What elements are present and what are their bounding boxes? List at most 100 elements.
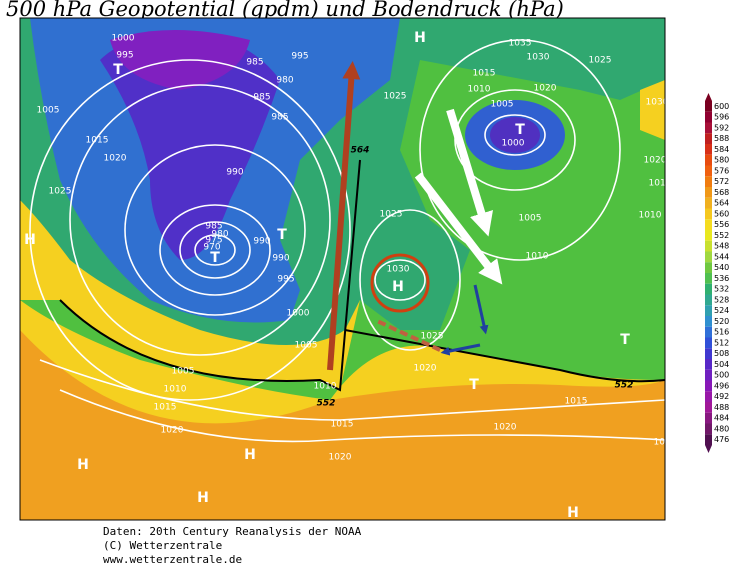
- colorbar-cell: [705, 240, 712, 252]
- isobar-label: 995: [116, 51, 133, 61]
- isobar-label: 995: [291, 52, 308, 62]
- isobar-label: 1000: [502, 139, 525, 149]
- colorbar-label: 512: [714, 338, 729, 347]
- pressure-center: T: [469, 377, 479, 393]
- colorbar-cell: [705, 133, 712, 144]
- colorbar-cell: [705, 176, 712, 187]
- colorbar-label: 528: [714, 295, 729, 304]
- colorbar: 6005965925885845805765725685645605565525…: [705, 93, 729, 453]
- colorbar-label: 600: [714, 102, 729, 111]
- pressure-center: T: [113, 62, 123, 78]
- colorbar-label: 536: [714, 274, 729, 283]
- colorbar-label: 568: [714, 188, 729, 197]
- colorbar-cell: [705, 369, 712, 381]
- isobar-label: 990: [272, 254, 289, 264]
- colorbar-label: 544: [714, 252, 729, 261]
- isobar-label: 1015: [331, 420, 354, 430]
- isobar-label: 1010: [164, 385, 187, 395]
- colorbar-label: 556: [714, 220, 729, 229]
- colorbar-label: 524: [714, 306, 729, 315]
- isobar-label: 1020: [534, 84, 557, 94]
- geopotential-label: 564: [351, 146, 370, 156]
- colorbar-cell: [705, 230, 712, 241]
- colorbar-label: 492: [714, 392, 729, 401]
- colorbar-cell: [705, 251, 712, 263]
- isobar-label: 1010: [639, 211, 662, 221]
- isobar-label: 990: [226, 168, 243, 178]
- colorbar-cell: [705, 402, 712, 413]
- isobar-label: 985: [205, 222, 222, 232]
- isobar-label: 1005: [37, 106, 60, 116]
- colorbar-cell: [705, 326, 712, 338]
- isobar-label: 1020: [494, 423, 517, 433]
- isobar-label: 970: [203, 243, 220, 253]
- colorbar-label: 596: [714, 113, 729, 122]
- isobar-label: 1015: [473, 69, 496, 79]
- footer-line: www.wetterzentrale.de: [103, 553, 242, 566]
- isobar-label: 1015: [649, 179, 672, 189]
- pressure-center: T: [210, 250, 220, 266]
- colorbar-cell: [705, 412, 712, 424]
- pressure-center: T: [277, 227, 287, 243]
- colorbar-cell: [705, 273, 712, 284]
- colorbar-label: 540: [714, 263, 729, 272]
- isobar-label: 1015: [154, 403, 177, 413]
- colorbar-cell: [705, 359, 712, 370]
- colorbar-cell: [705, 208, 712, 220]
- title: 500 hPa Geopotential (gpdm) und Bodendru…: [6, 0, 564, 21]
- colorbar-label: 508: [714, 349, 729, 358]
- pressure-center: H: [77, 457, 89, 473]
- pressure-center: H: [244, 447, 256, 463]
- colorbar-cell: [705, 305, 712, 316]
- footer-line: (C) Wetterzentrale: [103, 539, 222, 552]
- colorbar-label: 580: [714, 156, 729, 165]
- isobar-label: 1020: [414, 364, 437, 374]
- footer-line: Daten: 20th Century Reanalysis der NOAA: [103, 525, 362, 538]
- isobar-label: 1025: [384, 92, 407, 102]
- colorbar-label: 520: [714, 317, 729, 326]
- colorbar-cell: [705, 423, 712, 435]
- colorbar-label: 576: [714, 166, 729, 175]
- isobar-label: 1015: [565, 397, 588, 407]
- colorbar-cell: [705, 391, 712, 402]
- isobar-label: 1020: [654, 438, 677, 448]
- colorbar-cell: [705, 337, 712, 349]
- colorbar-cell: [705, 197, 712, 209]
- colorbar-cell: [705, 144, 712, 155]
- pressure-center: H: [567, 505, 579, 521]
- colorbar-label: 516: [714, 328, 729, 337]
- colorbar-label: 548: [714, 242, 729, 251]
- isobar-label: 1025: [49, 187, 72, 197]
- isobar-label: 985: [246, 58, 263, 68]
- colorbar-label: 476: [714, 435, 729, 444]
- isobar-label: 1025: [589, 56, 612, 66]
- colorbar-label: 480: [714, 424, 729, 433]
- isobar-label: 1000: [112, 34, 135, 44]
- colorbar-cell: [705, 348, 712, 359]
- pressure-center: H: [24, 232, 36, 248]
- isobar-label: 1020: [161, 426, 184, 436]
- colorbar-label: 560: [714, 209, 729, 218]
- isobar-label: 1005: [295, 341, 318, 351]
- colorbar-cell: [705, 262, 712, 273]
- colorbar-cell: [705, 111, 712, 123]
- colorbar-label: 572: [714, 177, 729, 186]
- colorbar-cell: [705, 187, 712, 198]
- isobar-label: 1010: [314, 382, 337, 392]
- map-frame: [19, 17, 666, 521]
- isobar-label: 1000: [287, 309, 310, 319]
- isobar-label: 1015: [86, 136, 109, 146]
- colorbar-cell: [705, 380, 712, 392]
- isobar-label: 985: [271, 113, 288, 123]
- colorbar-label: 532: [714, 285, 729, 294]
- colorbar-label: 484: [714, 414, 729, 423]
- isobar-label: 1020: [644, 156, 667, 166]
- isobar-label: 1025: [380, 210, 403, 220]
- pressure-center: T: [620, 332, 630, 348]
- isobar-label: 1035: [509, 39, 532, 49]
- isobar-label: 1030: [387, 265, 410, 275]
- isobar-label: 1010: [468, 85, 491, 95]
- colorbar-cell: [705, 434, 712, 445]
- isobar-label: 980: [211, 230, 228, 240]
- colorbar-label: 488: [714, 403, 729, 412]
